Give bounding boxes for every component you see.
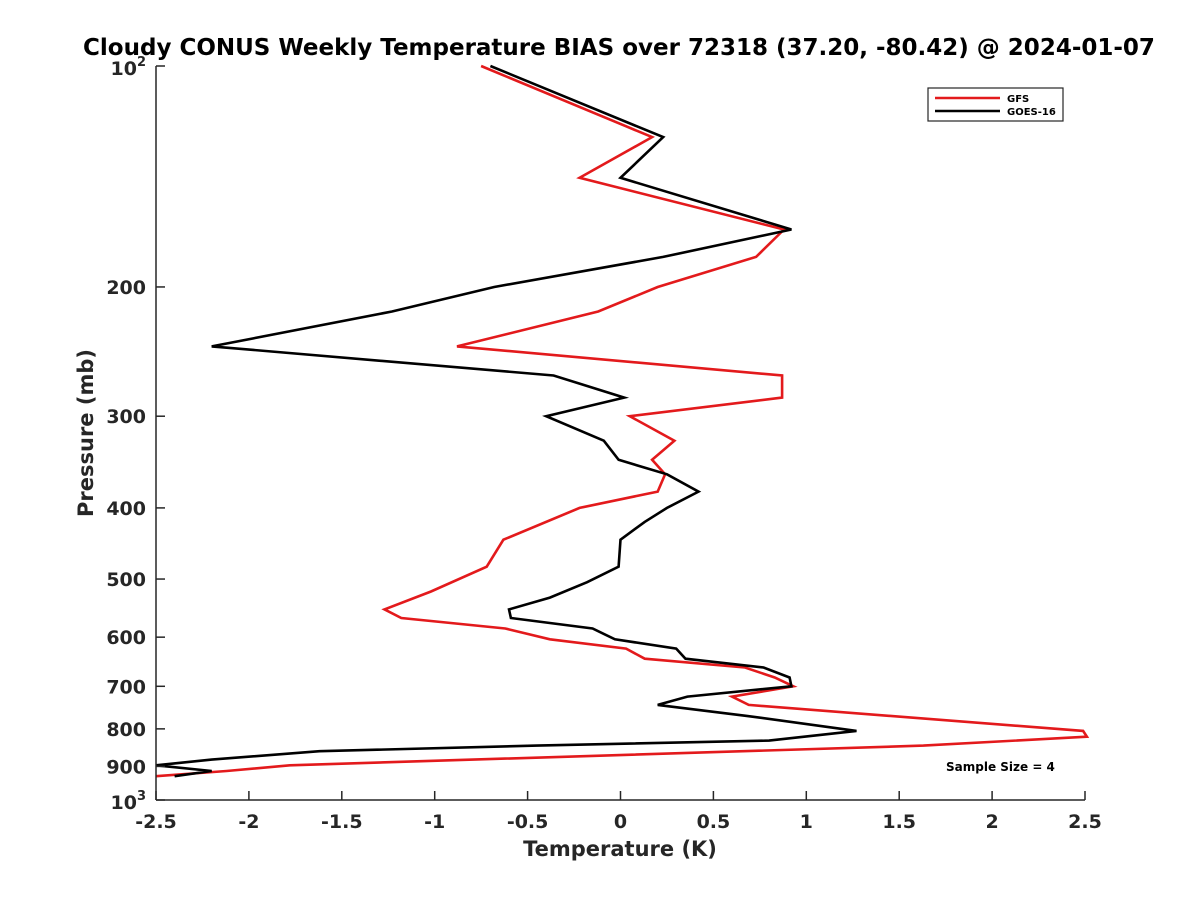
y-tick-label: 102 bbox=[111, 55, 147, 80]
x-tick-label: -1.5 bbox=[321, 811, 363, 833]
sample-size-annotation: Sample Size = 4 bbox=[946, 760, 1055, 774]
legend-box bbox=[927, 87, 1064, 122]
series-layer bbox=[155, 64, 1090, 778]
y-tick-label: 700 bbox=[106, 676, 146, 698]
ticks-layer: -2.5 -2 -1.5 -1 -0.5 0 0.5 1 1.5 2 2.5 102 200 300 400… bbox=[106, 55, 1102, 833]
y-tick-label: 900 bbox=[106, 756, 146, 778]
x-tick-label: -1 bbox=[424, 811, 445, 833]
x-tick-label: 1 bbox=[800, 811, 813, 833]
x-tick-label: 0.5 bbox=[697, 811, 731, 833]
y-tick-label: 200 bbox=[106, 277, 146, 299]
legend: GFS GOES-16 bbox=[927, 87, 1064, 122]
x-tick-label: 2 bbox=[985, 811, 998, 833]
legend-label-gfs: GFS bbox=[1007, 94, 1029, 105]
x-tick-label: -2 bbox=[238, 811, 259, 833]
chart-title: Cloudy CONUS Weekly Temperature BIAS ove… bbox=[83, 35, 1155, 61]
x-tick-label: 0 bbox=[614, 811, 627, 833]
y-axis-label: Pressure (mb) bbox=[74, 349, 98, 517]
y-tick-label: 800 bbox=[106, 719, 146, 741]
series-line-gfs bbox=[155, 64, 1090, 778]
x-axis-label: Temperature (K) bbox=[523, 837, 717, 861]
x-tick-label: -2.5 bbox=[135, 811, 177, 833]
x-tick-label: -0.5 bbox=[507, 811, 549, 833]
y-tick-label: 300 bbox=[106, 406, 146, 428]
y-tick-label: 500 bbox=[106, 569, 146, 591]
y-tick-label: 400 bbox=[106, 498, 146, 520]
legend-label-goes16: GOES-16 bbox=[1007, 107, 1056, 118]
x-tick-label: 2.5 bbox=[1068, 811, 1102, 833]
series-line-goes16 bbox=[155, 64, 857, 778]
y-tick-label: 600 bbox=[106, 627, 146, 649]
x-tick-label: 1.5 bbox=[882, 811, 916, 833]
